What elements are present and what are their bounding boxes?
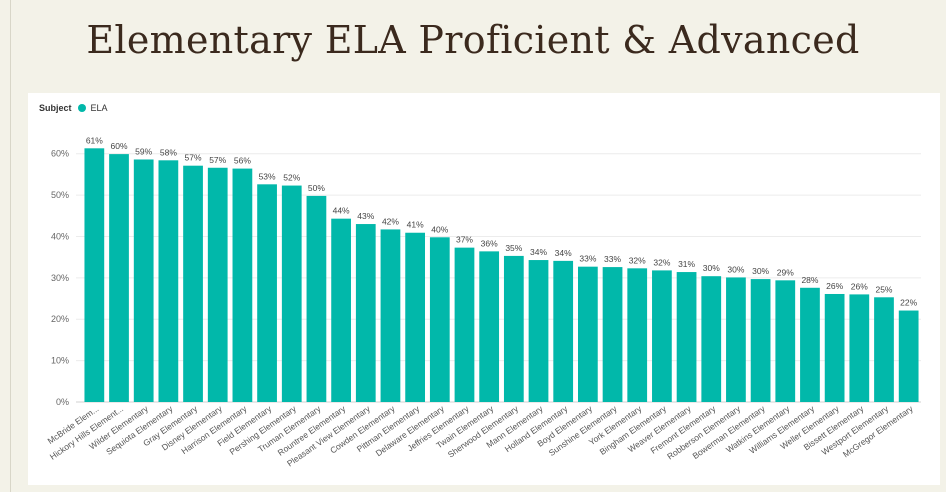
bar[interactable] — [627, 268, 648, 402]
data-label: 41% — [407, 220, 424, 230]
bar[interactable] — [355, 224, 376, 402]
bar[interactable] — [652, 270, 672, 402]
data-label: 26% — [826, 281, 843, 291]
legend-title: Subject — [39, 103, 72, 113]
chart-legend[interactable]: Subject ELA — [39, 103, 108, 113]
bar[interactable] — [331, 218, 351, 402]
data-label: 59% — [135, 146, 152, 156]
data-label: 53% — [259, 171, 276, 181]
bar[interactable] — [701, 276, 722, 402]
bar[interactable] — [257, 184, 277, 402]
data-label: 33% — [579, 254, 596, 264]
bar[interactable] — [133, 159, 154, 402]
legend-series-label[interactable]: ELA — [90, 103, 108, 113]
bar[interactable] — [824, 293, 845, 402]
data-label: 35% — [505, 243, 522, 253]
data-label: 33% — [604, 254, 621, 264]
bar[interactable] — [800, 287, 820, 402]
data-label: 56% — [234, 156, 251, 166]
bar[interactable] — [479, 251, 500, 402]
data-label: 36% — [481, 238, 498, 248]
y-tick-label: 40% — [51, 231, 69, 241]
bar-chart: 0%10%20%30%40%50%60%61%McBride Elem...60… — [46, 135, 921, 468]
data-label: 25% — [875, 284, 892, 294]
data-label: 43% — [357, 211, 374, 221]
page-left-rule — [10, 0, 11, 492]
data-label: 30% — [727, 264, 744, 274]
bar[interactable] — [109, 154, 129, 402]
bar[interactable] — [232, 168, 253, 402]
data-label: 22% — [900, 298, 917, 308]
data-label: 32% — [653, 257, 670, 267]
bar[interactable] — [750, 279, 771, 402]
data-label: 37% — [456, 235, 473, 245]
data-label: 57% — [209, 155, 226, 165]
data-label: 61% — [86, 135, 103, 145]
bar[interactable] — [380, 229, 401, 402]
data-label: 30% — [703, 263, 720, 273]
bar[interactable] — [503, 255, 524, 402]
bar[interactable] — [726, 277, 746, 402]
data-label: 42% — [382, 216, 399, 226]
y-tick-label: 30% — [51, 273, 69, 283]
y-tick-label: 10% — [51, 356, 69, 366]
data-label: 58% — [160, 147, 177, 157]
bar[interactable] — [874, 297, 894, 402]
data-label: 50% — [308, 183, 325, 193]
legend-dot-icon — [78, 104, 87, 112]
bar[interactable] — [898, 310, 919, 402]
bar[interactable] — [775, 280, 796, 402]
data-label: 44% — [333, 206, 350, 216]
bar[interactable] — [84, 148, 105, 402]
data-label: 30% — [752, 266, 769, 276]
bar[interactable] — [207, 167, 228, 402]
data-label: 57% — [185, 153, 202, 163]
data-label: 34% — [530, 247, 547, 257]
bar[interactable] — [577, 266, 598, 402]
data-label: 26% — [851, 281, 868, 291]
y-tick-label: 50% — [51, 190, 69, 200]
bar[interactable] — [676, 272, 697, 402]
data-label: 32% — [629, 255, 646, 265]
bar[interactable] — [602, 267, 623, 402]
bar[interactable] — [528, 260, 549, 402]
data-label: 52% — [283, 173, 300, 183]
data-label: 40% — [431, 224, 448, 234]
bar[interactable] — [429, 237, 450, 402]
data-label: 31% — [678, 259, 695, 269]
y-tick-label: 20% — [51, 314, 69, 324]
data-label: 29% — [777, 267, 794, 277]
bar[interactable] — [158, 160, 179, 402]
chart-panel[interactable]: Subject ELA 0% 10% 20% 30% 40% 50% 60% 61% McBri… — [28, 93, 940, 485]
y-tick-label: 0% — [56, 397, 69, 407]
data-label: 28% — [801, 275, 818, 285]
y-tick-label: 60% — [51, 149, 69, 159]
bar[interactable] — [849, 294, 870, 402]
bar[interactable] — [405, 232, 426, 402]
bar[interactable] — [553, 260, 574, 402]
bar[interactable] — [183, 165, 203, 402]
data-label: 34% — [555, 248, 572, 258]
bar[interactable] — [306, 195, 327, 402]
bar[interactable] — [454, 247, 475, 402]
data-label: 60% — [111, 141, 128, 151]
bar[interactable] — [281, 185, 302, 402]
page-title: Elementary ELA Proficient & Advanced — [86, 18, 860, 62]
